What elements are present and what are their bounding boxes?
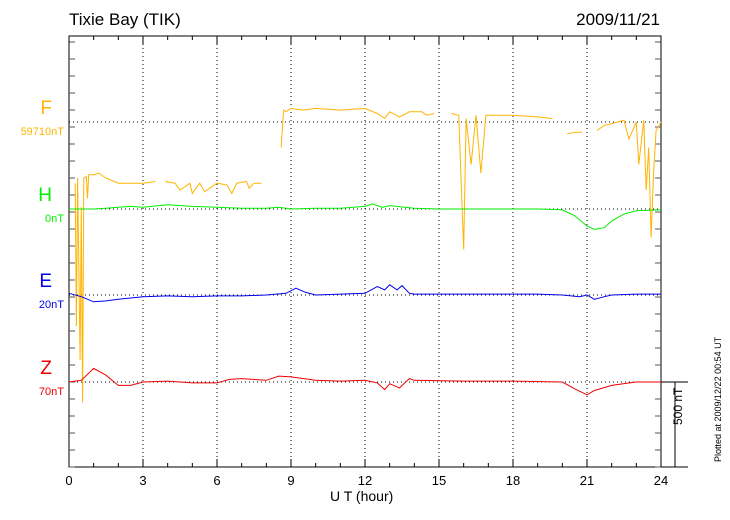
series-baseline-E: 20nT — [38, 299, 64, 311]
x-tick-label: 15 — [432, 473, 446, 488]
x-axis-label: U T (hour) — [330, 488, 394, 504]
x-tick-label: 24 — [654, 473, 668, 488]
x-tick-label: 9 — [287, 473, 294, 488]
series-line-H — [69, 203, 662, 230]
series-name-H: H — [38, 185, 52, 206]
series-baseline-F: 59710nT — [20, 126, 64, 138]
series-name-F: F — [40, 98, 52, 119]
series-baseline-Z: 70nT — [38, 386, 64, 398]
x-tick-label: 21 — [580, 473, 594, 488]
x-tick-label: 18 — [506, 473, 520, 488]
series-name-Z: Z — [40, 358, 52, 379]
x-tick-label: 0 — [65, 473, 72, 488]
x-tick-label: 6 — [213, 473, 220, 488]
chart-title: Tixie Bay (TIK) — [69, 10, 181, 29]
series-baseline-H: 0nT — [45, 213, 64, 225]
series-line-E — [68, 284, 661, 303]
x-tick-label: 12 — [358, 473, 372, 488]
x-tick-label: 3 — [139, 473, 146, 488]
series-name-E: E — [39, 271, 52, 292]
chart-date: 2009/11/21 — [576, 10, 660, 29]
series-line-Z — [68, 367, 661, 396]
series-line-F — [74, 107, 662, 403]
scale-bar-label: 500 nT — [671, 387, 685, 425]
plotted-note: Plotted at 2009/12/22 00:54 UT — [713, 336, 723, 462]
